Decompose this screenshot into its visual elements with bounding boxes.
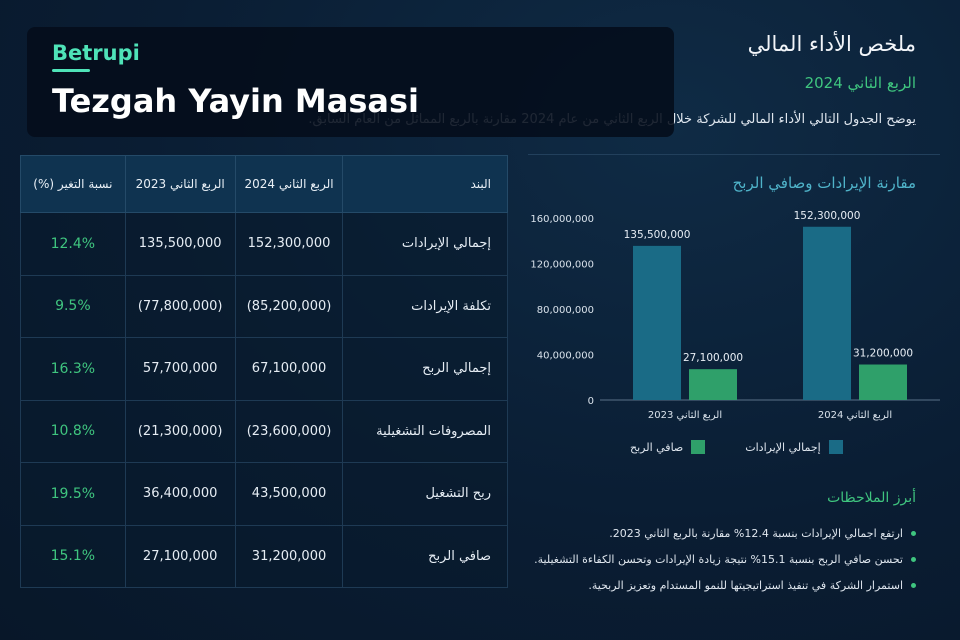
y-tick-label: 0	[588, 396, 594, 407]
table-row: إجمالي الربح 67,100,000 57,700,000 16.3%	[20, 337, 508, 401]
row-change: 12.4%	[20, 212, 126, 276]
page-subtitle: الربع الثاني 2024	[804, 74, 916, 92]
column-header-change: نسبة التغير (%)	[20, 155, 126, 213]
row-item: تكلفة الإيرادات	[342, 274, 508, 338]
list-item: استمرار الشركة في تنفيذ استراتيجيتها للن…	[516, 572, 916, 598]
header-divider	[528, 154, 940, 155]
row-change: 19.5%	[20, 462, 126, 526]
y-tick-label: 80,000,000	[537, 305, 594, 316]
row-item: المصروفات التشغيلية	[342, 399, 508, 463]
row-q2-2023: (21,300,000)	[124, 399, 236, 463]
page-title: ملخص الأداء المالي	[747, 32, 916, 56]
notes-title: أبرز الملاحظات	[827, 490, 916, 506]
x-tick-label: الربع الثاني 2023	[648, 410, 722, 421]
column-header-item: البند	[342, 155, 508, 213]
row-change: 16.3%	[20, 337, 126, 401]
row-q2-2024: 67,100,000	[234, 337, 344, 401]
bar-chart: 0 40,000,000 80,000,000 120,000,000 160,000,…	[530, 210, 940, 421]
row-q2-2023: (77,800,000)	[124, 274, 236, 338]
row-q2-2024: (85,200,000)	[234, 274, 344, 338]
legend-item-profit: صافي الربح	[630, 440, 706, 454]
data-label: 27,100,000	[683, 352, 743, 364]
y-tick-label: 120,000,000	[530, 260, 594, 271]
row-item: إجمالي الربح	[342, 337, 508, 401]
notes-list: ارتفع اجمالي الإيرادات بنسبة 12.4% مقارن…	[516, 520, 916, 598]
row-q2-2023: 57,700,000	[124, 337, 236, 401]
note-text: تحسن صافي الربح بنسبة 15.1% نتيجة زيادة …	[534, 552, 903, 566]
row-change: 10.8%	[20, 399, 126, 463]
row-item: إجمالي الإيرادات	[342, 212, 508, 276]
brand-logo: Betrupi	[52, 41, 140, 65]
y-tick-label: 40,000,000	[537, 351, 594, 362]
table-row: تكلفة الإيرادات (85,200,000) (77,800,000…	[20, 274, 508, 338]
row-q2-2024: (23,600,000)	[234, 399, 344, 463]
column-header-q2-2023: الربع الثاني 2023	[124, 155, 236, 213]
chart-legend: إجمالي الإيرادات صافي الربح	[630, 440, 843, 454]
brand-card: Betrupi Tezgah Yayin Masasi	[27, 27, 674, 137]
row-change: 9.5%	[20, 274, 126, 338]
bar-profit	[689, 369, 737, 400]
legend-label-revenue: إجمالي الإيرادات	[745, 440, 821, 454]
data-label: 31,200,000	[853, 348, 913, 360]
bar-revenue	[803, 226, 851, 400]
table-row: المصروفات التشغيلية (23,600,000) (21,300…	[20, 399, 508, 463]
legend-label-profit: صافي الربح	[630, 440, 684, 454]
table-header-row: البند الربع الثاني 2024 الربع الثاني 202…	[20, 155, 508, 213]
column-header-q2-2024: الربع الثاني 2024	[234, 155, 344, 213]
x-tick-label: الربع الثاني 2024	[818, 410, 892, 421]
bullet-icon	[911, 582, 916, 588]
table-row: ربح التشغيل 43,500,000 36,400,000 19.5%	[20, 462, 508, 526]
row-item: صافي الربح	[342, 524, 508, 588]
table-row: إجمالي الإيرادات 152,300,000 135,500,000…	[20, 212, 508, 276]
row-q2-2023: 135,500,000	[124, 212, 236, 276]
note-text: ارتفع اجمالي الإيرادات بنسبة 12.4% مقارن…	[609, 526, 903, 540]
bar-revenue	[633, 245, 681, 400]
row-q2-2024: 43,500,000	[234, 462, 344, 526]
row-q2-2023: 36,400,000	[124, 462, 236, 526]
list-item: تحسن صافي الربح بنسبة 15.1% نتيجة زيادة …	[516, 546, 916, 572]
legend-item-revenue: إجمالي الإيرادات	[745, 440, 843, 454]
table-row: صافي الربح 31,200,000 27,100,000 15.1%	[20, 524, 508, 588]
bar-profit	[859, 364, 907, 400]
chart-title: مقارنة الإيرادات وصافي الربح	[732, 174, 916, 192]
brand-underline	[52, 69, 90, 72]
row-change: 15.1%	[20, 524, 126, 588]
brand-title: Tezgah Yayin Masasi	[52, 82, 420, 120]
data-label: 135,500,000	[624, 229, 691, 241]
bullet-icon	[911, 530, 916, 536]
row-q2-2024: 152,300,000	[234, 212, 344, 276]
note-text: استمرار الشركة في تنفيذ استراتيجيتها للن…	[588, 578, 903, 592]
row-item: ربح التشغيل	[342, 462, 508, 526]
data-label: 152,300,000	[794, 210, 861, 222]
y-tick-label: 160,000,000	[530, 214, 594, 225]
legend-swatch-profit	[691, 440, 706, 454]
legend-swatch-revenue	[828, 440, 843, 454]
financial-table: البند الربع الثاني 2024 الربع الثاني 202…	[20, 155, 508, 588]
bullet-icon	[911, 556, 916, 562]
row-q2-2024: 31,200,000	[234, 524, 344, 588]
row-q2-2023: 27,100,000	[124, 524, 236, 588]
list-item: ارتفع اجمالي الإيرادات بنسبة 12.4% مقارن…	[516, 520, 916, 546]
